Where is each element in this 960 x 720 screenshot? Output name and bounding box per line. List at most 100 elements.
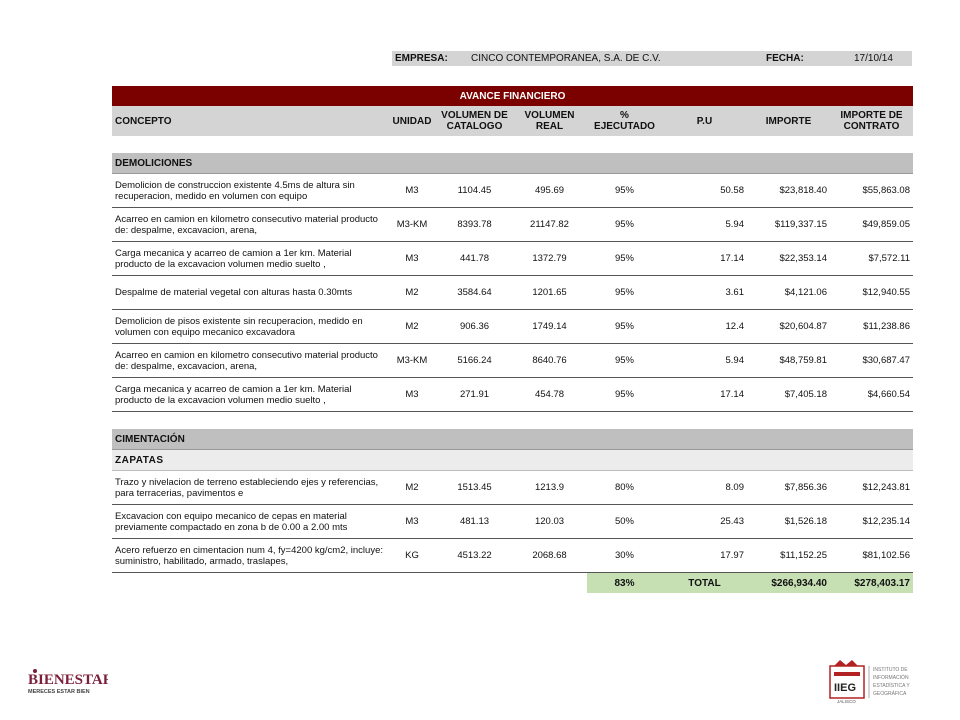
concepto-cell: Acero refuerzo en cimentacion num 4, fy=… [112, 538, 387, 573]
table-row: Acarreo en camion en kilometro consecuti… [112, 207, 913, 242]
table-title: AVANCE FINANCIERO [112, 86, 913, 106]
volumen-real-cell: 1201.65 [512, 275, 587, 310]
pu-cell: 5.94 [662, 343, 747, 378]
concepto-cell: Acarreo en camion en kilometro consecuti… [112, 343, 387, 378]
spacer-cell [112, 411, 913, 429]
volumen-catalogo-cell: 481.13 [437, 504, 512, 539]
col-volumen-catalogo: VOLUMEN DE CATALOGO [437, 106, 512, 136]
ejecutado-cell: 95% [587, 207, 662, 242]
unidad-cell: M3-KM [387, 343, 437, 378]
table-row: Carga mecanica y acarreo de camion a 1er… [112, 377, 913, 412]
total-empty [387, 573, 437, 594]
col-importe-contrato: IMPORTE DE CONTRATO [830, 106, 913, 136]
volumen-real-cell: 1749.14 [512, 309, 587, 344]
importe-contrato-cell: $4,660.54 [830, 377, 913, 412]
table-title-row: AVANCE FINANCIERO [112, 86, 913, 106]
volumen-real-cell: 21147.82 [512, 207, 587, 242]
pu-cell: 5.94 [662, 207, 747, 242]
financial-progress-table: AVANCE FINANCIERO CONCEPTO UNIDAD VOLUME… [112, 86, 913, 593]
ejecutado-cell: 95% [587, 309, 662, 344]
column-header-row: CONCEPTO UNIDAD VOLUMEN DE CATALOGO VOLU… [112, 106, 913, 136]
concepto-cell: Demolicion de pisos existente sin recupe… [112, 309, 387, 344]
iieg-caption-4: GEOGRÁFICA [873, 690, 907, 697]
table-row: Demolicion de construccion existente 4.5… [112, 173, 913, 208]
concepto-cell: Carga mecanica y acarreo de camion a 1er… [112, 241, 387, 276]
importe-cell: $1,526.18 [747, 504, 830, 539]
concepto-cell: Excavacion con equipo mecanico de cepas … [112, 504, 387, 539]
volumen-real-cell: 2068.68 [512, 538, 587, 573]
total-ejecutado: 83% [587, 572, 662, 593]
total-importe: $266,934.40 [747, 572, 830, 593]
pu-cell: 17.14 [662, 241, 747, 276]
volumen-real-cell: 120.03 [512, 504, 587, 539]
table-row: Trazo y nivelacion de terreno establecie… [112, 470, 913, 505]
importe-cell: $7,405.18 [747, 377, 830, 412]
importe-contrato-cell: $81,102.56 [830, 538, 913, 573]
volumen-catalogo-cell: 3584.64 [437, 275, 512, 310]
table-row: Demolicion de pisos existente sin recupe… [112, 309, 913, 344]
fecha-label: FECHA: [766, 53, 804, 64]
concepto-cell: Carga mecanica y acarreo de camion a 1er… [112, 377, 387, 412]
importe-contrato-cell: $55,863.08 [830, 173, 913, 208]
volumen-catalogo-cell: 4513.22 [437, 538, 512, 573]
importe-contrato-cell: $12,243.81 [830, 470, 913, 505]
unidad-cell: M3 [387, 173, 437, 208]
subsection-row-zapatas: ZAPATAS [112, 449, 913, 471]
concepto-cell: Despalme de material vegetal con alturas… [112, 275, 387, 310]
fecha-value: 17/10/14 [854, 53, 893, 64]
volumen-catalogo-cell: 271.91 [437, 377, 512, 412]
section-title: DEMOLICIONES [112, 153, 913, 174]
iieg-logo: IIEG JALISCO INSTITUTO DE INFORMACIÓN ES… [829, 660, 910, 704]
pu-cell: 3.61 [662, 275, 747, 310]
volumen-real-cell: 495.69 [512, 173, 587, 208]
col-pu: P.U [662, 106, 747, 136]
concepto-cell: Acarreo en camion en kilometro consecuti… [112, 207, 387, 242]
table-row: Acero refuerzo en cimentacion num 4, fy=… [112, 538, 913, 573]
volumen-real-cell: 8640.76 [512, 343, 587, 378]
ejecutado-cell: 95% [587, 343, 662, 378]
unidad-cell: M3-KM [387, 207, 437, 242]
pu-cell: 17.97 [662, 538, 747, 573]
pu-cell: 17.14 [662, 377, 747, 412]
importe-cell: $20,604.87 [747, 309, 830, 344]
table-row: Excavacion con equipo mecanico de cepas … [112, 504, 913, 539]
importe-contrato-cell: $12,940.55 [830, 275, 913, 310]
section-title: CIMENTACIÓN [112, 429, 913, 450]
ejecutado-cell: 80% [587, 470, 662, 505]
ejecutado-cell: 95% [587, 377, 662, 412]
unidad-cell: M2 [387, 470, 437, 505]
col-volumen-real: VOLUMEN REAL [512, 106, 587, 136]
volumen-catalogo-cell: 441.78 [437, 241, 512, 276]
importe-contrato-cell: $11,238.86 [830, 309, 913, 344]
unidad-cell: M3 [387, 504, 437, 539]
concepto-cell: Demolicion de construccion existente 4.5… [112, 173, 387, 208]
section-row-demoliciones: DEMOLICIONES [112, 153, 913, 174]
ejecutado-cell: 30% [587, 538, 662, 573]
pu-cell: 8.09 [662, 470, 747, 505]
pu-cell: 50.58 [662, 173, 747, 208]
volumen-real-cell: 454.78 [512, 377, 587, 412]
spacer-row [112, 411, 913, 429]
total-empty [112, 573, 387, 594]
unidad-cell: M2 [387, 309, 437, 344]
importe-cell: $4,121.06 [747, 275, 830, 310]
importe-cell: $23,818.40 [747, 173, 830, 208]
iieg-caption-2: INFORMACIÓN [873, 674, 909, 681]
volumen-real-cell: 1372.79 [512, 241, 587, 276]
iieg-logo-text: IIEG [834, 682, 856, 694]
col-importe: IMPORTE [747, 106, 830, 136]
section-row-cimentacion: CIMENTACIÓN [112, 429, 913, 450]
ejecutado-cell: 50% [587, 504, 662, 539]
importe-contrato-cell: $7,572.11 [830, 241, 913, 276]
volumen-catalogo-cell: 1104.45 [437, 173, 512, 208]
total-empty [512, 573, 587, 594]
unidad-cell: M2 [387, 275, 437, 310]
iieg-logo-subtext: JALISCO [837, 699, 856, 704]
spacer-cell [112, 136, 913, 153]
unidad-cell: M3 [387, 241, 437, 276]
ejecutado-cell: 95% [587, 241, 662, 276]
total-importe-contrato: $278,403.17 [830, 572, 913, 593]
total-empty [437, 573, 512, 594]
col-ejecutado: % EJECUTADO [587, 106, 662, 136]
col-unidad: UNIDAD [387, 106, 437, 136]
